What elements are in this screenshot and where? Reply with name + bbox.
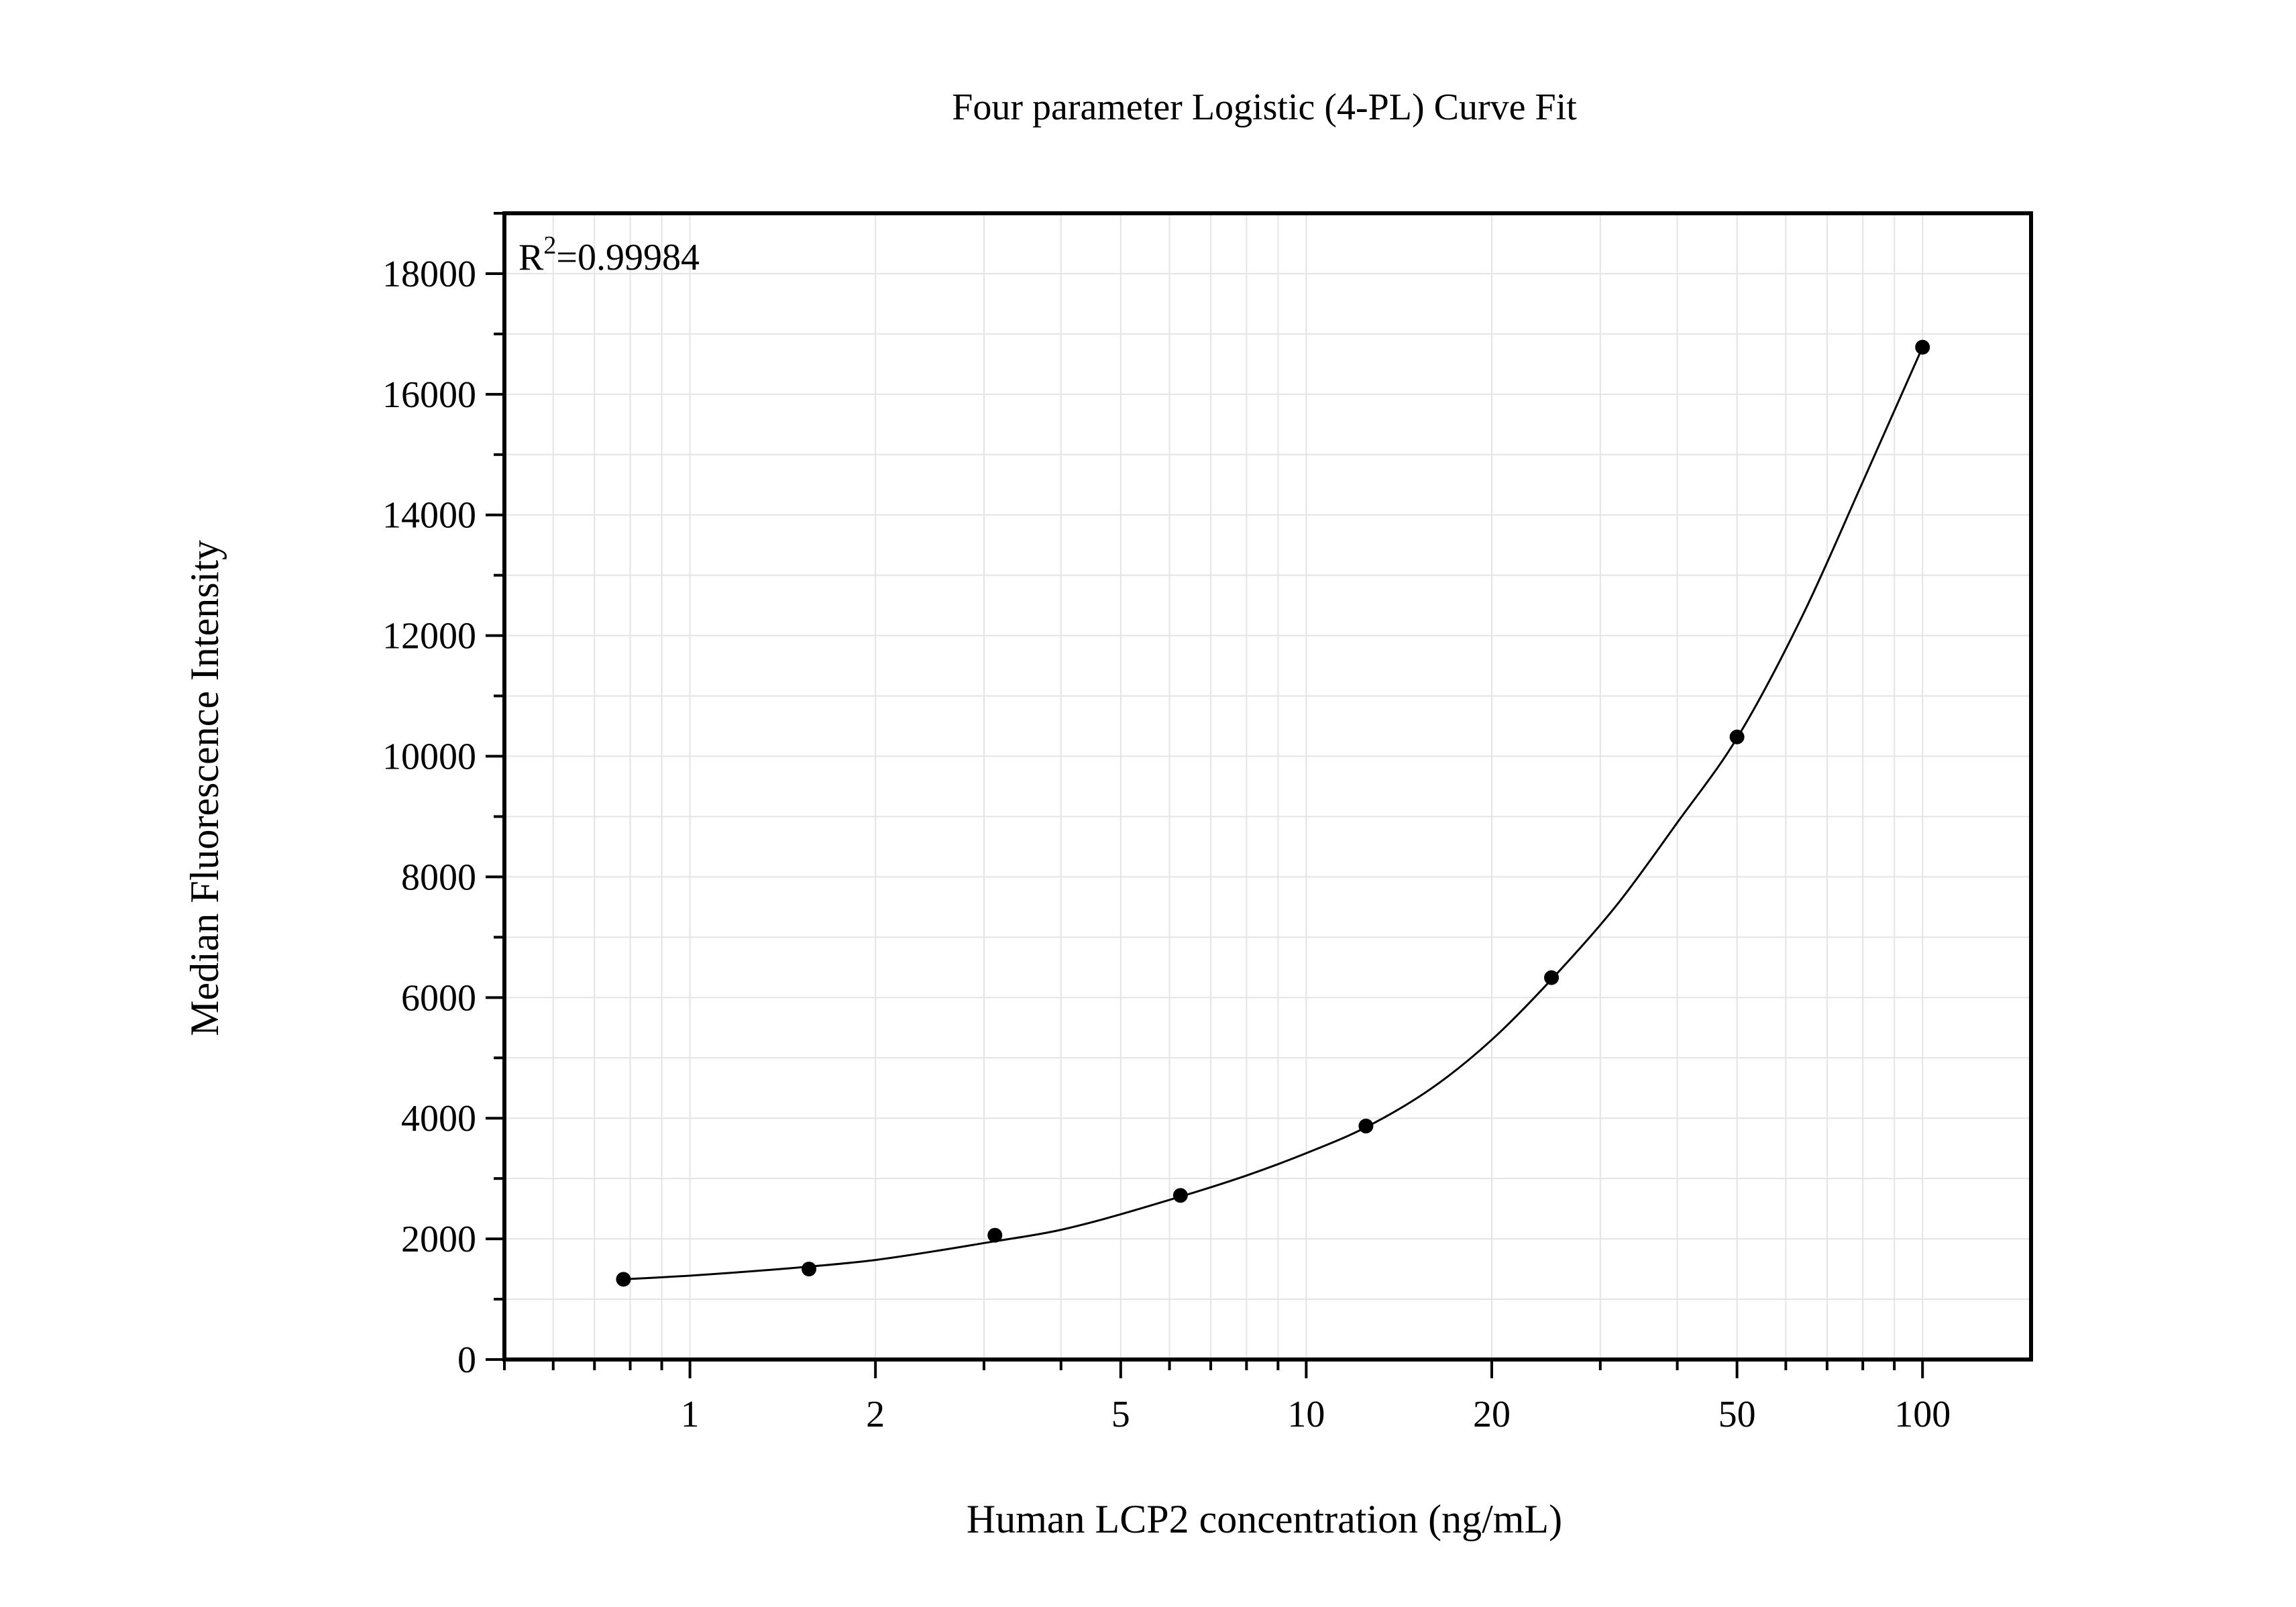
r-squared-base: R xyxy=(518,237,544,278)
x-tick-label: 10 xyxy=(1287,1394,1325,1435)
x-tick-label: 100 xyxy=(1894,1394,1951,1435)
data-point xyxy=(802,1262,817,1277)
fit-curve xyxy=(623,347,1924,1280)
plot-frame xyxy=(502,211,2033,1362)
y-tick-label: 2000 xyxy=(401,1219,476,1260)
y-tick-label: 4000 xyxy=(401,1098,476,1140)
y-tick-label: 8000 xyxy=(401,856,476,898)
data-point xyxy=(987,1227,1003,1243)
fit-curve-layer xyxy=(623,347,1924,1280)
y-tick-label: 10000 xyxy=(382,736,476,778)
data-point xyxy=(1729,729,1745,744)
data-point xyxy=(616,1272,631,1287)
r-squared-annotation: R2=0.99984 xyxy=(518,231,700,278)
y-tick-label: 18000 xyxy=(382,254,476,295)
data-point xyxy=(1172,1188,1188,1203)
axes: 1 2 5 10 20 50 100 0 2000 4000 6000 8000 10000 12000 1… xyxy=(382,211,2033,1435)
x-axis-label: Human LCP2 concentration (ng/mL) xyxy=(967,1497,1562,1541)
y-axis-label: Median Fluorescence Intensity xyxy=(182,540,227,1036)
y-tick-label: 12000 xyxy=(382,616,476,657)
r-squared-superscript: 2 xyxy=(543,231,556,260)
x-tick-label: 2 xyxy=(866,1394,885,1435)
x-tick-label: 20 xyxy=(1473,1394,1511,1435)
y-tick-label: 0 xyxy=(457,1339,476,1381)
chart-title: Four parameter Logistic (4-PL) Curve Fit xyxy=(952,87,1577,128)
x-tick-label: 50 xyxy=(1718,1394,1756,1435)
data-points xyxy=(616,339,1930,1287)
x-tick-label: 5 xyxy=(1111,1394,1130,1435)
data-point xyxy=(1358,1118,1374,1133)
x-tick-label: 1 xyxy=(681,1394,700,1435)
y-tick-label: 16000 xyxy=(382,374,476,416)
y-tick-label: 14000 xyxy=(382,495,476,537)
data-point xyxy=(1915,339,1930,355)
r-squared-value: =0.99984 xyxy=(556,237,700,278)
grid xyxy=(504,213,2031,1360)
data-point xyxy=(1544,970,1560,985)
y-tick-label: 6000 xyxy=(401,977,476,1019)
